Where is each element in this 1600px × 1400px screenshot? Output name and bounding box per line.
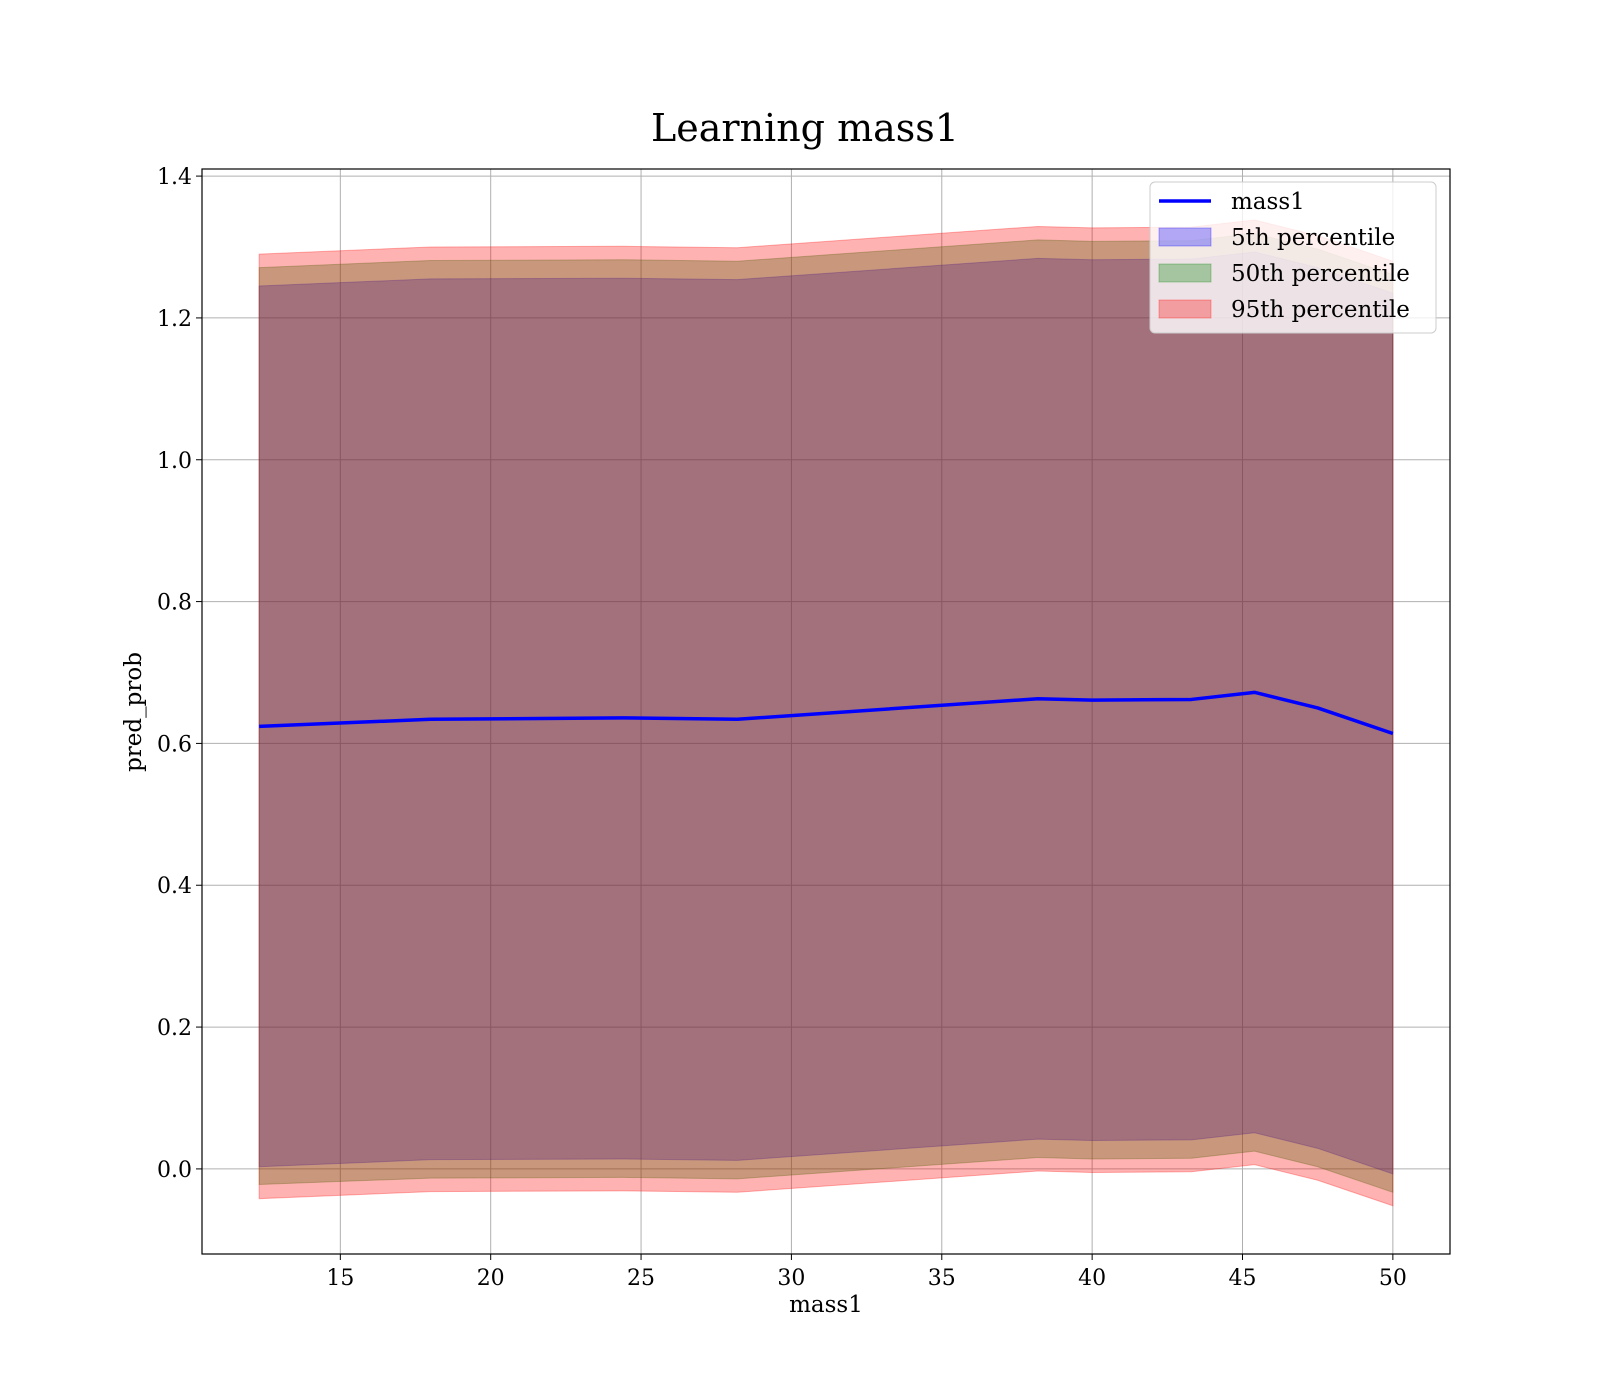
series-line-mass1 bbox=[259, 690, 1394, 736]
legend-box bbox=[1149, 181, 1437, 334]
x-tick-label-7: 50 bbox=[1379, 1266, 1407, 1291]
x-tick-label-5: 40 bbox=[1078, 1266, 1106, 1291]
x-axis-ticks: 15 20 25 30 35 40 45 50 bbox=[326, 1254, 1407, 1291]
y-tick-label-0: 0.0 bbox=[157, 1158, 192, 1183]
legend: mass1 5th percentile 50th percentile 95th p… bbox=[1149, 181, 1437, 334]
y-axis-ticks: 0.0 0.2 0.4 0.6 0.8 1.0 1.2 1.4 bbox=[157, 165, 202, 1183]
y-tick-label-7: 1.4 bbox=[157, 165, 192, 190]
x-tick-label-2: 25 bbox=[627, 1266, 655, 1291]
plot-frame bbox=[201, 168, 1451, 1255]
y-tick-label-6: 1.2 bbox=[157, 307, 192, 332]
x-tick-label-4: 35 bbox=[928, 1266, 956, 1291]
legend-swatch-5th-percentile bbox=[1158, 227, 1212, 247]
grid-lines bbox=[202, 169, 1450, 1254]
x-tick-label-3: 30 bbox=[777, 1266, 805, 1291]
y-tick-label-4: 0.8 bbox=[157, 591, 192, 616]
y-axis-label: pred_prob bbox=[121, 652, 147, 772]
legend-swatch-50th-percentile bbox=[1158, 263, 1212, 283]
legend-label-mass1: mass1 bbox=[1231, 189, 1305, 215]
series-lines bbox=[259, 690, 1394, 736]
y-tick-label-5: 1.0 bbox=[157, 449, 192, 474]
legend-label-5th-percentile: 5th percentile bbox=[1231, 225, 1395, 251]
chart-title: Learning mass1 bbox=[651, 106, 959, 150]
legend-label-95th-percentile: 95th percentile bbox=[1231, 297, 1410, 323]
y-tick-label-3: 0.6 bbox=[157, 732, 192, 757]
x-tick-label-1: 20 bbox=[477, 1266, 505, 1291]
x-tick-label-6: 45 bbox=[1229, 1266, 1257, 1291]
x-tick-label-0: 15 bbox=[326, 1266, 354, 1291]
x-axis-label: mass1 bbox=[789, 1292, 863, 1318]
legend-swatch-95th-percentile bbox=[1158, 299, 1212, 319]
y-tick-label-2: 0.4 bbox=[157, 874, 192, 899]
y-tick-label-1: 0.2 bbox=[157, 1016, 192, 1041]
legend-label-50th-percentile: 50th percentile bbox=[1231, 261, 1410, 287]
